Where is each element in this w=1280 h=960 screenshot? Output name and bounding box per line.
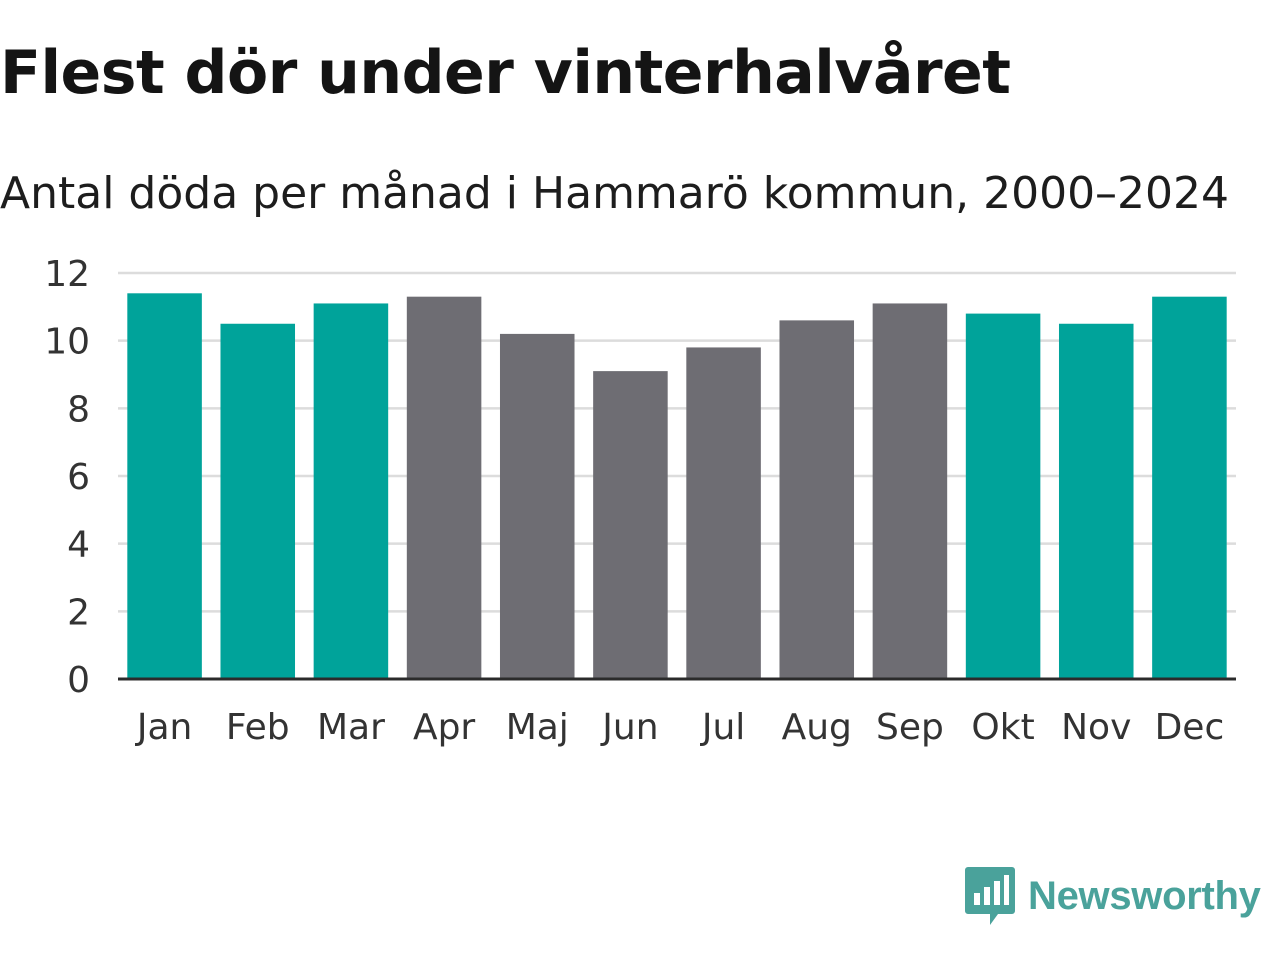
brand-name: Newsworthy (1028, 873, 1261, 918)
bar-jan (127, 293, 202, 679)
bar-apr (406, 296, 482, 679)
x-tick-label: Mar (317, 707, 385, 748)
bars (127, 293, 1227, 679)
bar-dec (1152, 296, 1227, 679)
y-tick-label: 2 (67, 592, 90, 633)
chart-title: Flest dör under vinterhalvåret (0, 38, 1011, 108)
y-tick-label: 6 (67, 457, 90, 498)
x-tick-label: Feb (226, 707, 290, 748)
bar-nov (1058, 323, 1134, 679)
y-tick-label: 8 (67, 389, 90, 430)
bar-okt (965, 313, 1041, 679)
x-tick-label: Apr (413, 707, 475, 748)
x-tick-label: Jul (700, 707, 745, 748)
x-tick-label: Aug (782, 707, 852, 748)
x-tick-label: Jun (600, 707, 658, 748)
bar-jul (686, 347, 761, 679)
newsworthy-logo-icon (965, 867, 1015, 925)
y-axis-ticks: 0 2 4 6 8 10 12 (44, 254, 90, 701)
y-tick-label: 12 (44, 254, 90, 295)
bar-aug (779, 320, 855, 679)
x-tick-label: Dec (1155, 707, 1225, 748)
x-axis-ticks: Jan Feb Mar Apr Maj Jun Jul Aug Sep Okt Nov Dec (135, 707, 1224, 748)
y-tick-label: 4 (67, 525, 90, 566)
newsworthy-logo: Newsworthy (964, 864, 1261, 928)
x-tick-label: Okt (971, 707, 1034, 748)
bar-mar (313, 303, 389, 679)
y-tick-label: 10 (44, 322, 90, 363)
x-tick-label: Nov (1061, 707, 1131, 748)
y-tick-label: 0 (67, 660, 90, 701)
x-tick-label: Maj (506, 707, 569, 748)
x-tick-label: Jan (135, 707, 193, 748)
bar-jun (593, 371, 668, 679)
bar-chart: 0 2 4 6 8 10 12 Jan Feb Mar Apr Maj Jun Jul Aug Sep Okt… (44, 254, 1236, 748)
bar-sep (872, 303, 948, 679)
chart-subtitle: Antal döda per månad i Hammarö kommun, 2… (0, 168, 1230, 219)
bar-maj (499, 333, 575, 679)
x-tick-label: Sep (876, 707, 944, 748)
gridlines (118, 271, 1236, 613)
bar-feb (220, 323, 296, 679)
